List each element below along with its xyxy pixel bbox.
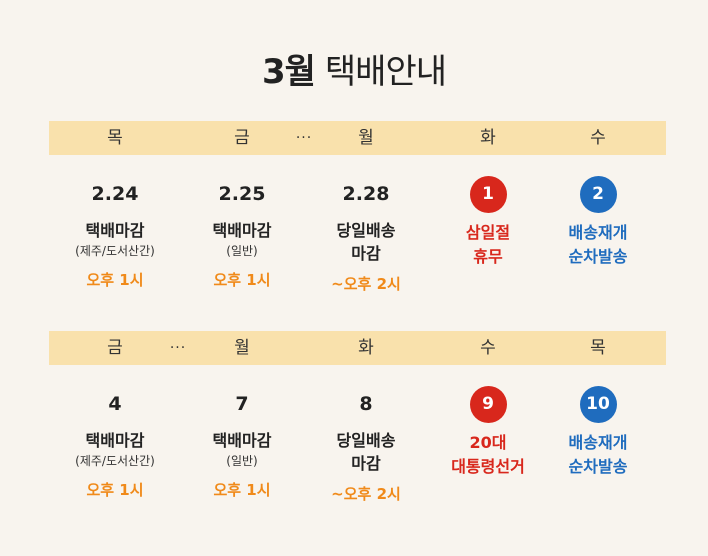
day-cell: 2.24 택배마감 (제주/도서산간) 오후 1시 [50, 180, 180, 290]
date-badge: 9 [469, 386, 507, 423]
date-label: 2.28 [342, 183, 390, 205]
page-title: 3월 택배안내 [0, 52, 708, 92]
cutoff-scope: (제주/도서산간) [75, 454, 155, 468]
cutoff-scope: (제주/도서산간) [75, 244, 155, 258]
resume-note: 순차발송 [568, 247, 628, 266]
cutoff-label: 택배마감 [85, 221, 145, 240]
cutoff-label: 택배마감 [212, 221, 272, 240]
date-label: 2.24 [91, 183, 139, 205]
cutoff-time: 오후 1시 [213, 481, 271, 499]
ellipsis: ··· [295, 130, 313, 146]
weekday-label: 화 [480, 128, 496, 148]
cutoff-time: ~오후 2시 [331, 275, 401, 293]
weekday-label: 월 [358, 128, 374, 148]
day-cell: 4 택배마감 (제주/도서산간) 오후 1시 [50, 390, 180, 500]
date-label: 8 [359, 393, 373, 415]
weekday-label: 화 [358, 338, 374, 358]
resume-label: 배송재개 [568, 223, 628, 242]
weekday-label: 목 [107, 128, 123, 148]
weekday-label: 수 [480, 338, 496, 358]
weekday-bar-2: 금 ··· 월 화 수 목 [49, 331, 666, 365]
weekday-label: 월 [234, 338, 250, 358]
date-label: 7 [235, 393, 249, 415]
date-label: 2.25 [218, 183, 266, 205]
cutoff-time: 오후 1시 [86, 271, 144, 289]
day-cell: 8 당일배송 마감 ~오후 2시 [301, 390, 431, 504]
day-cell: 2.25 택배마감 (일반) 오후 1시 [177, 180, 307, 290]
cutoff-time: 오후 1시 [213, 271, 271, 289]
cutoff-label: 당일배송 [336, 431, 396, 450]
date-badge: 1 [469, 176, 507, 213]
title-text: 택배안내 [324, 52, 447, 92]
resume-cell: 10 배송재개 순차발송 [533, 386, 663, 479]
cutoff-scope: (일반) [226, 244, 258, 258]
day-cell: 7 택배마감 (일반) 오후 1시 [177, 390, 307, 500]
cutoff-label: 택배마감 [212, 431, 272, 450]
title-month: 3월 [261, 52, 316, 92]
date-badge: 10 [579, 386, 617, 423]
holiday-note: 대통령선거 [451, 457, 525, 476]
cutoff-label: 당일배송 [336, 221, 396, 240]
weekday-label: 금 [107, 338, 123, 358]
weekday-bar-1: 목 금 ··· 월 화 수 [49, 121, 666, 155]
cutoff-label: 택배마감 [85, 431, 145, 450]
resume-label: 배송재개 [568, 433, 628, 452]
resume-note: 순차발송 [568, 457, 628, 476]
holiday-cell: 9 20대 대통령선거 [423, 386, 553, 479]
weekday-label: 금 [234, 128, 250, 148]
day-cell: 2.28 당일배송 마감 ~오후 2시 [301, 180, 431, 294]
cutoff-scope: 마감 [351, 244, 381, 263]
resume-cell: 2 배송재개 순차발송 [533, 176, 663, 269]
cutoff-time: ~오후 2시 [331, 485, 401, 503]
cutoff-scope: (일반) [226, 454, 258, 468]
weekday-label: 목 [590, 338, 606, 358]
date-badge: 2 [579, 176, 617, 213]
holiday-label: 삼일절 [465, 223, 511, 242]
holiday-label: 20대 [469, 433, 507, 452]
cutoff-time: 오후 1시 [86, 481, 144, 499]
weekday-label: 수 [590, 128, 606, 148]
holiday-note: 휴무 [473, 247, 503, 266]
date-label: 4 [108, 393, 122, 415]
holiday-cell: 1 삼일절 휴무 [423, 176, 553, 269]
cutoff-scope: 마감 [351, 454, 381, 473]
ellipsis: ··· [169, 340, 187, 356]
